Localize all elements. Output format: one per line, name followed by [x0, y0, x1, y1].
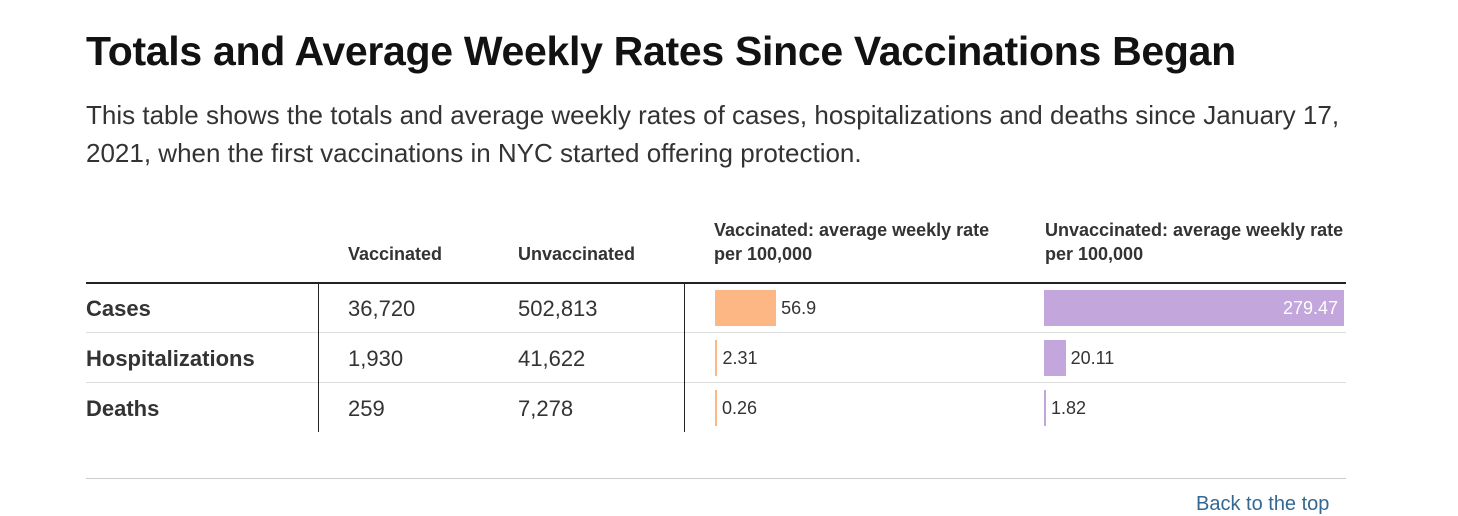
col-header-unvaccinated: Unvaccinated	[518, 244, 636, 264]
row-label-cases: Cases	[86, 296, 151, 321]
unvax-rate-label-deaths: 1.82	[1051, 398, 1087, 418]
vax-rate-bar-cases	[715, 290, 777, 326]
unvaccinated-rate-bars: 279.47 20.11 1.82	[1044, 284, 1344, 434]
unvax-rate-label-cases: 279.47	[1282, 298, 1338, 318]
vax-rate-label-deaths: 0.26	[722, 398, 758, 418]
vax-rate-bar-hospitalizations	[715, 340, 718, 376]
cell-deaths-vaccinated: 259	[348, 396, 385, 421]
col-header-vaccinated: Vaccinated	[348, 244, 443, 264]
row-divider	[86, 382, 1346, 383]
column-divider	[684, 284, 685, 432]
back-to-top-link[interactable]: Back to the top	[1196, 493, 1330, 515]
header-rule	[86, 282, 1346, 284]
rates-table: Vaccinated Unvaccinated Vaccinated: aver…	[86, 218, 1346, 434]
col-header-vax-rate: Vaccinated: average weekly rate per 100,…	[714, 220, 990, 264]
cell-hospitalizations-vaccinated: 1,930	[348, 346, 404, 371]
unvax-rate-bar-cases	[1044, 290, 1344, 326]
page-title: Totals and Average Weekly Rates Since Va…	[86, 28, 1236, 74]
vaccinated-rate-bars: 56.9 2.31 0.26	[715, 284, 1015, 434]
cell-deaths-unvaccinated: 7,278	[518, 396, 574, 421]
page-subtitle: This table shows the totals and average …	[86, 100, 1340, 168]
vax-rate-label-cases: 56.9	[781, 298, 817, 318]
unvax-rate-bar-deaths	[1044, 390, 1046, 426]
col-header-unvax-rate: Unvaccinated: average weekly rate per 10…	[1045, 220, 1344, 264]
cell-cases-vaccinated: 36,720	[348, 296, 416, 321]
row-divider	[86, 332, 1346, 333]
row-label-deaths: Deaths	[86, 396, 160, 421]
cell-hospitalizations-unvaccinated: 41,622	[518, 346, 586, 371]
bottom-rule	[86, 478, 1346, 479]
vax-rate-bar-deaths	[715, 390, 717, 426]
unvax-rate-label-hospitalizations: 20.11	[1070, 348, 1115, 368]
cell-cases-unvaccinated: 502,813	[518, 296, 598, 321]
column-divider	[318, 284, 319, 432]
vax-rate-label-hospitalizations: 2.31	[722, 348, 758, 368]
row-label-hospitalizations: Hospitalizations	[86, 346, 255, 371]
unvax-rate-bar-hospitalizations	[1044, 340, 1066, 376]
